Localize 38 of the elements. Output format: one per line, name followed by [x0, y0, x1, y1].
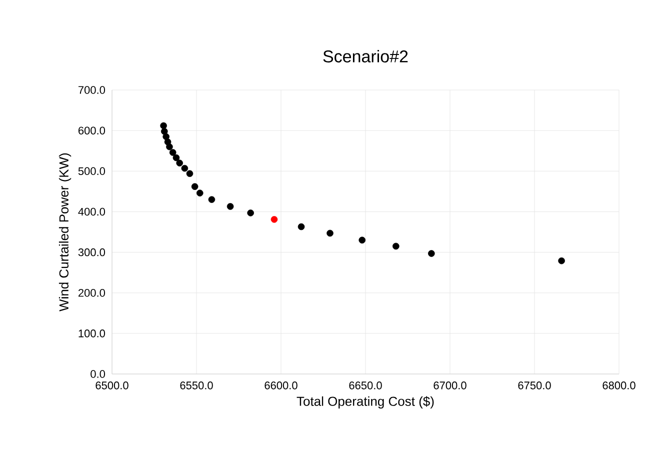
x-axis-title: Total Operating Cost ($) — [296, 396, 434, 409]
point — [172, 154, 180, 162]
point — [208, 196, 216, 203]
point — [176, 160, 183, 166]
x-tick-label: 6700.0 — [434, 382, 466, 390]
y-axis-title: Wind Curtailed Power (KW) — [58, 153, 72, 312]
y-tick-label: 300.0 — [78, 248, 106, 256]
point — [181, 164, 188, 172]
y-tick-label: 100.0 — [78, 330, 106, 338]
point — [169, 149, 176, 156]
y-tick-label: 600.0 — [78, 126, 106, 134]
point — [270, 216, 278, 223]
point — [558, 257, 565, 264]
y-tick-label: 700.0 — [78, 86, 106, 94]
point — [226, 203, 234, 210]
x-tick-label: 6750.0 — [518, 382, 551, 390]
point — [160, 122, 167, 130]
point — [247, 210, 254, 216]
point — [358, 236, 366, 244]
point — [298, 223, 305, 230]
point — [191, 183, 198, 190]
point — [186, 170, 194, 177]
y-tick-label: 500.0 — [78, 167, 106, 176]
point — [392, 242, 400, 250]
point — [196, 190, 204, 196]
x-tick-label: 6550.0 — [180, 382, 213, 390]
y-tick-label: 200.0 — [78, 288, 106, 297]
x-tick-label: 6800.0 — [602, 382, 636, 390]
point — [160, 128, 168, 135]
point — [166, 143, 173, 150]
x-tick-label: 6500.0 — [96, 382, 128, 390]
point — [326, 230, 334, 237]
y-tick-label: 400.0 — [78, 208, 106, 216]
y-tick-label: 0.0 — [90, 370, 106, 378]
x-tick-label: 6650.0 — [349, 382, 382, 390]
x-tick-label: 6600.0 — [264, 382, 298, 390]
chart-title: Scenario#2 — [323, 50, 408, 62]
point — [428, 250, 435, 257]
